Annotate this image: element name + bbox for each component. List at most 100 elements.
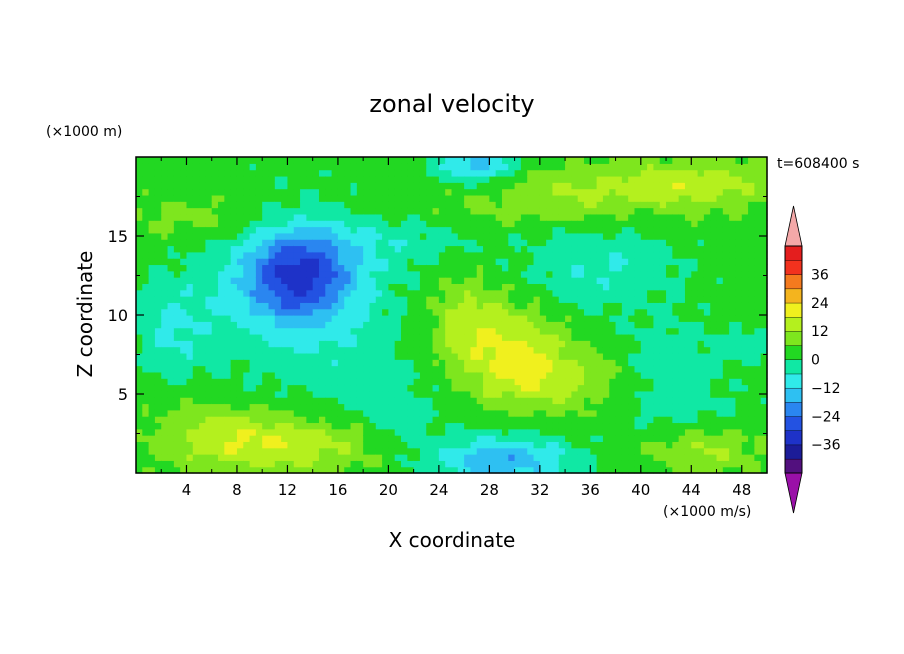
field-cell: [678, 340, 686, 348]
field-cell: [672, 466, 680, 474]
field-cell: [741, 201, 749, 209]
field-cell: [287, 188, 295, 196]
field-cell: [142, 384, 150, 392]
field-cell: [672, 277, 680, 284]
field-cell: [438, 435, 446, 442]
field-cell: [419, 384, 427, 392]
field-cell: [205, 466, 213, 474]
field-cell: [218, 207, 225, 215]
field-cell: [192, 333, 200, 341]
field-cell: [445, 352, 453, 360]
field-cell: [634, 460, 642, 468]
field-cell: [161, 416, 169, 424]
field-cell: [192, 390, 200, 398]
field-cell: [356, 289, 364, 297]
field-cell: [451, 277, 459, 284]
field-cell: [318, 403, 326, 411]
field-cell: [678, 157, 686, 164]
field-cell: [438, 315, 446, 322]
field-cell: [653, 232, 661, 240]
field-cell: [419, 333, 427, 341]
field-cell: [514, 441, 522, 449]
field-cell: [546, 409, 554, 417]
field-cell: [489, 232, 497, 240]
field-cell: [136, 308, 143, 316]
field-cell: [432, 340, 440, 348]
field-cell: [640, 169, 648, 177]
field-cell: [413, 340, 421, 348]
field-cell: [596, 245, 604, 253]
field-cell: [527, 194, 535, 202]
field-cell: [666, 447, 673, 455]
field-cell: [729, 308, 737, 316]
field-cell: [180, 428, 188, 436]
field-cell: [584, 435, 591, 442]
field-cell: [703, 277, 711, 284]
field-cell: [666, 245, 673, 253]
field-cell: [729, 201, 737, 209]
field-cell: [230, 163, 238, 171]
field-cell: [602, 371, 610, 379]
field-cell: [722, 447, 730, 455]
field-cell: [546, 201, 554, 209]
field-cell: [281, 315, 289, 322]
field-cell: [501, 409, 509, 417]
field-cell: [432, 169, 440, 177]
field-cell: [489, 409, 497, 417]
field-cell: [640, 321, 648, 329]
field-cell: [640, 365, 648, 373]
field-cell: [495, 245, 503, 253]
field-cell: [691, 283, 699, 291]
field-cell: [729, 296, 737, 303]
field-cell: [312, 232, 320, 240]
field-cell: [388, 378, 396, 386]
field-cell: [590, 460, 598, 468]
field-cell: [678, 213, 686, 221]
field-cell: [577, 365, 585, 373]
field-cell: [609, 447, 617, 455]
field-cell: [350, 327, 358, 335]
field-cell: [375, 315, 383, 322]
field-cell: [306, 270, 314, 278]
field-cell: [255, 283, 263, 291]
field-cell: [514, 289, 522, 297]
field-cell: [602, 466, 610, 474]
field-cell: [230, 340, 238, 348]
field-cell: [268, 422, 276, 430]
field-cell: [154, 397, 162, 405]
field-cell: [432, 384, 440, 392]
field-cell: [552, 289, 560, 297]
field-cell: [192, 346, 200, 354]
field-cell: [401, 333, 408, 341]
field-cell: [684, 283, 692, 291]
field-cell: [356, 416, 364, 424]
field-cell: [476, 460, 484, 468]
field-cell: [173, 277, 181, 284]
field-cell: [268, 232, 276, 240]
field-cell: [262, 175, 270, 183]
field-cell: [401, 371, 408, 379]
field-cell: [457, 163, 465, 171]
field-cell: [331, 403, 339, 411]
field-cell: [527, 283, 535, 291]
field-cell: [356, 390, 364, 398]
field-cell: [571, 416, 579, 424]
field-cell: [407, 194, 415, 202]
field-cell: [457, 460, 465, 468]
field-cell: [350, 194, 358, 202]
field-cell: [508, 251, 516, 259]
field-cell: [293, 315, 301, 322]
field-cell: [337, 416, 345, 424]
field-cell: [350, 182, 358, 190]
field-cell: [388, 169, 396, 177]
field-cell: [565, 371, 572, 379]
field-cell: [634, 213, 642, 221]
field-cell: [483, 194, 490, 202]
field-cell: [243, 466, 251, 474]
field-cell: [558, 365, 566, 373]
field-cell: [520, 213, 528, 221]
field-cell: [363, 270, 371, 278]
field-cell: [470, 466, 478, 474]
field-cell: [558, 397, 566, 405]
field-cell: [640, 384, 648, 392]
